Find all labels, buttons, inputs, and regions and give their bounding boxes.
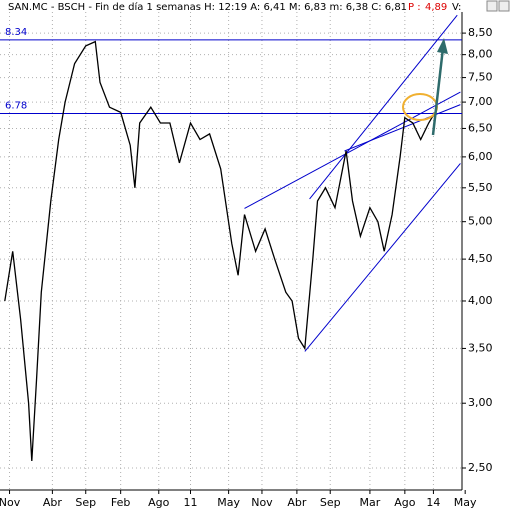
y-tick-label: 5,50 bbox=[468, 181, 493, 194]
y-tick-label: 5,00 bbox=[468, 215, 493, 228]
x-tick-label: Abr bbox=[43, 496, 63, 509]
price-line bbox=[4, 40, 436, 462]
plot: 8,50 8,00 7,50 7,00 6,50 6,00 5,50 5,00 4,50 4,00… bbox=[0, 12, 493, 509]
header-tail: V: bbox=[452, 2, 461, 13]
trend-line bbox=[304, 163, 461, 352]
arrow-head bbox=[437, 38, 448, 54]
y-tick-label: 3,50 bbox=[468, 341, 493, 354]
x-tick-label: Sep bbox=[75, 496, 96, 509]
y-tick-label: 3,00 bbox=[468, 396, 493, 409]
x-tick-label: May bbox=[454, 496, 477, 509]
x-tick-label: Nov bbox=[251, 496, 273, 509]
window-button[interactable] bbox=[498, 0, 510, 12]
x-tick-label: Abr bbox=[287, 496, 307, 509]
x-tick-label: Nov bbox=[0, 496, 21, 509]
y-tick-label: 2,50 bbox=[468, 461, 493, 474]
x-tick-label: Mar bbox=[360, 496, 381, 509]
header: SAN.MC - BSCH - Fin de día 1 semanas H: … bbox=[8, 1, 407, 13]
trend-line bbox=[244, 91, 461, 209]
trend-line bbox=[344, 104, 461, 152]
y-tick-label: 8,50 bbox=[468, 26, 493, 39]
x-tick-label: 11 bbox=[184, 496, 198, 509]
y-tick-label: 7,00 bbox=[468, 95, 493, 108]
y-tick-label: 8,00 bbox=[468, 48, 493, 61]
x-tick-label: 14 bbox=[426, 496, 440, 509]
trend-line bbox=[309, 14, 458, 200]
window-button[interactable] bbox=[486, 0, 498, 12]
x-tick-label: May bbox=[217, 496, 240, 509]
y-tick-label: 4,00 bbox=[468, 294, 493, 307]
horizontal-line-label: 6.78 bbox=[5, 100, 27, 111]
y-tick-label: 4,50 bbox=[468, 252, 493, 265]
x-tick-label: Sep bbox=[320, 496, 341, 509]
x-tick-label: Feb bbox=[111, 496, 130, 509]
horizontal-line-label: 8.34 bbox=[5, 27, 27, 38]
y-tick-label: 6,00 bbox=[468, 150, 493, 163]
x-tick-label: Ago bbox=[148, 496, 170, 509]
y-tick-label: 7,50 bbox=[468, 71, 493, 84]
arrow bbox=[431, 47, 445, 136]
header-extra-value: 4,89 bbox=[425, 2, 447, 13]
header-extra-label: P : bbox=[408, 2, 421, 13]
x-tick-label: Ago bbox=[394, 496, 416, 509]
y-tick-label: 6,50 bbox=[468, 121, 493, 134]
